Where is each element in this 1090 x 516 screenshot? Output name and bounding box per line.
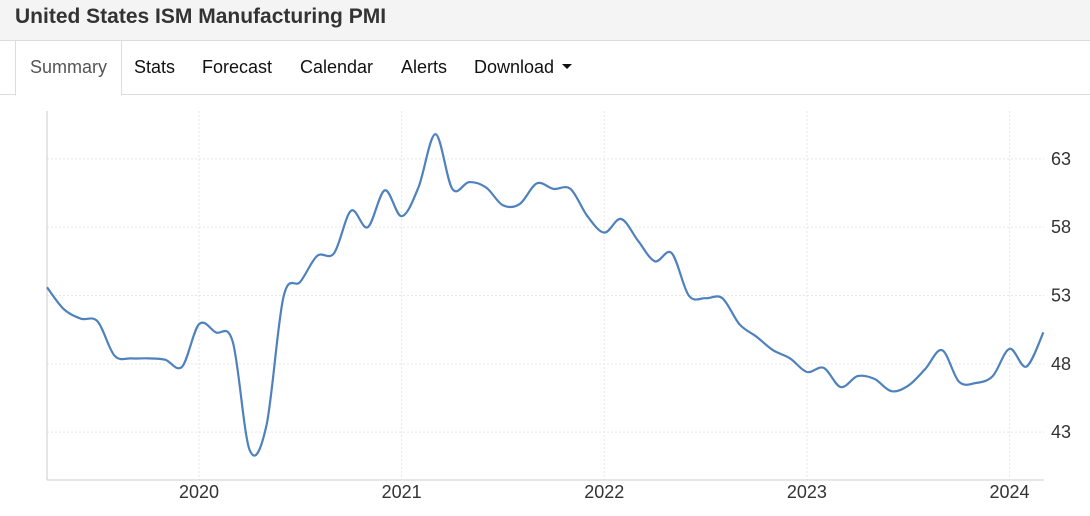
tab-calendar[interactable]: Calendar — [300, 57, 374, 77]
x-tick-label: 2023 — [787, 482, 827, 502]
chart-svg: 43 48 53 58 63 2020 2021 2022 2023 2024 — [46, 111, 1071, 502]
tab-alerts[interactable]: Alerts — [401, 57, 448, 77]
grid-layer — [47, 111, 1044, 480]
x-tick-label: 2020 — [179, 482, 219, 502]
tab-download[interactable]: Download — [474, 41, 573, 95]
x-tick-label: 2024 — [990, 482, 1030, 502]
title-bar: United States ISM Manufacturing PMI — [0, 0, 1090, 41]
x-tick-label: 2022 — [584, 482, 624, 502]
y-tick-label: 53 — [1051, 286, 1071, 306]
tab-forecast[interactable]: Forecast — [202, 57, 273, 77]
label-layer: 43 48 53 58 63 2020 2021 2022 2023 2024 — [179, 149, 1071, 502]
x-tick-label: 2021 — [382, 482, 422, 502]
tab-summary[interactable]: Summary — [15, 41, 122, 96]
page-title: United States ISM Manufacturing PMI — [15, 5, 387, 28]
y-tick-label: 63 — [1051, 149, 1071, 169]
series-line — [46, 133, 1045, 457]
caret-down-icon — [562, 63, 573, 69]
chart: 43 48 53 58 63 2020 2021 2022 2023 2024 — [0, 95, 1090, 516]
y-tick-label: 43 — [1051, 422, 1071, 442]
tab-download-label: Download — [474, 57, 555, 77]
tab-bar: Summary Stats Forecast Calendar Alerts D… — [0, 41, 1090, 96]
series-layer — [46, 133, 1045, 457]
y-tick-label: 48 — [1051, 354, 1071, 374]
axis-layer — [46, 111, 1044, 481]
y-tick-label: 58 — [1051, 217, 1071, 237]
tab-stats[interactable]: Stats — [134, 57, 176, 77]
